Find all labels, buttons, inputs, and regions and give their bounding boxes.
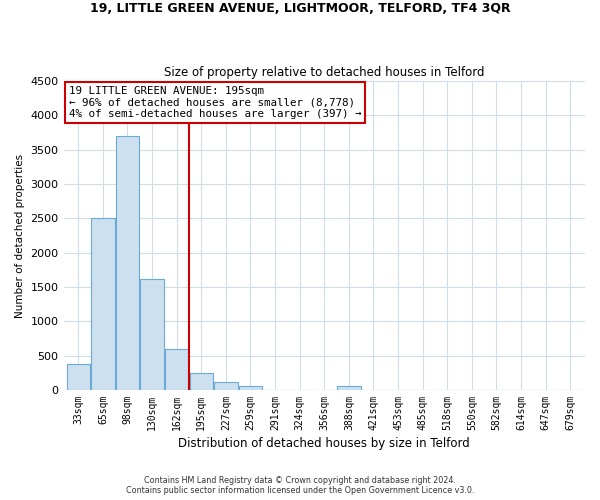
Bar (116, 136, 139, 390)
Text: 19 LITTLE GREEN AVENUE: 195sqm
← 96% of detached houses are smaller (8,778)
4% o: 19 LITTLE GREEN AVENUE: 195sqm ← 96% of … (69, 86, 361, 119)
Bar (91, 218, 115, 390)
Bar (214, 382, 238, 390)
Bar (190, 373, 213, 390)
X-axis label: Distribution of detached houses by size in Telford: Distribution of detached houses by size … (178, 437, 470, 450)
Bar (67, 364, 90, 390)
Y-axis label: Number of detached properties: Number of detached properties (15, 154, 25, 318)
Bar (239, 386, 262, 390)
Title: Size of property relative to detached houses in Telford: Size of property relative to detached ho… (164, 66, 485, 78)
Bar (337, 386, 361, 390)
Text: 19, LITTLE GREEN AVENUE, LIGHTMOOR, TELFORD, TF4 3QR: 19, LITTLE GREEN AVENUE, LIGHTMOOR, TELF… (89, 2, 511, 16)
Text: Contains HM Land Registry data © Crown copyright and database right 2024.
Contai: Contains HM Land Registry data © Crown c… (126, 476, 474, 495)
Bar (140, 280, 164, 390)
Bar (165, 349, 188, 390)
